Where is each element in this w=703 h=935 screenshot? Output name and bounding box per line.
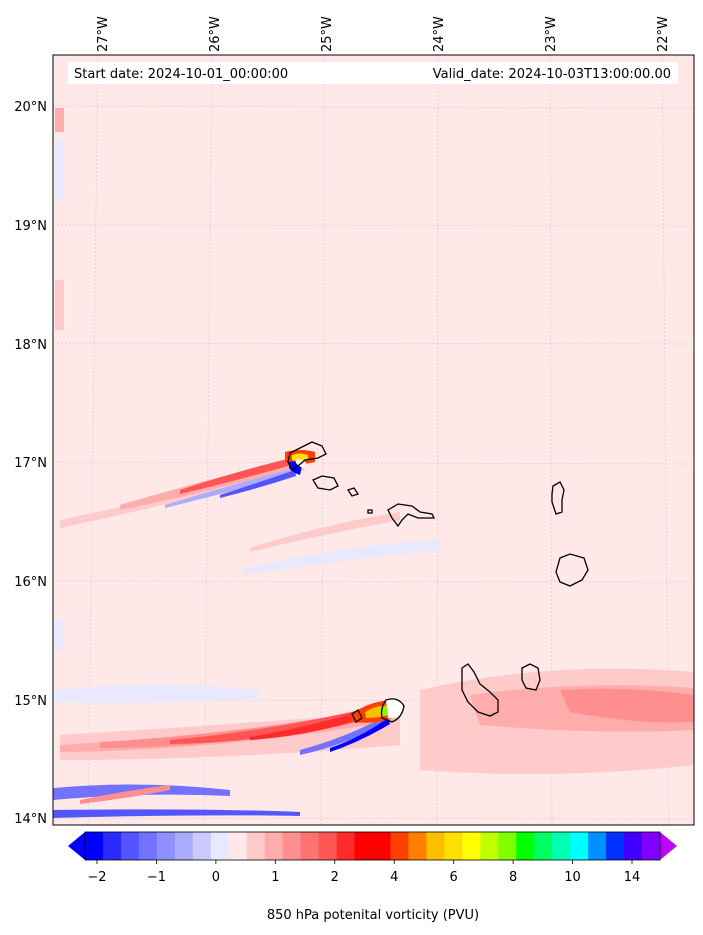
- lat-label: 17°N: [14, 456, 47, 471]
- coastlines: [287, 441, 589, 723]
- colorbar-swatch: [498, 832, 517, 860]
- colorbar-swatch: [354, 832, 373, 860]
- colorbar-swatch: [228, 832, 248, 860]
- pv-field: [53, 108, 694, 818]
- colorbar-swatch: [156, 832, 176, 860]
- colorbar-tick-label: 0: [212, 870, 220, 885]
- colorbar-swatch: [372, 832, 391, 860]
- colorbar-swatch: [85, 832, 104, 860]
- island-santo-antao: [287, 441, 327, 471]
- colorbar-swatch: [336, 832, 356, 860]
- lon-label: 22°W: [656, 16, 671, 52]
- colorbar-tick-label: 6: [450, 870, 458, 885]
- valid-date-label: Valid_date: 2024-10-03T13:00:00.00: [433, 67, 671, 82]
- colorbar-extend-low: [68, 832, 85, 860]
- lat-label: 19°N: [14, 219, 47, 234]
- colorbar-tick-label: 14: [624, 870, 641, 885]
- lon-labels: 27°W 26°W 25°W 24°W 23°W 22°W: [96, 16, 671, 52]
- colorbar-swatch: [534, 832, 553, 860]
- colorbar-tick-label: 2: [331, 870, 339, 885]
- colorbar-tick-label: 1: [271, 870, 279, 885]
- colorbar-swatch: [282, 832, 302, 860]
- colorbar-swatch: [588, 832, 607, 860]
- colorbar-swatch: [606, 832, 625, 860]
- map-panel: Start date: 2024-10-01_00:00:00 Valid_da…: [52, 54, 695, 826]
- colorbar-tick-label: −2: [87, 870, 106, 885]
- colorbar-swatch: [246, 832, 266, 860]
- colorbar-swatch: [426, 832, 445, 860]
- colorbar-swatch: [516, 832, 535, 860]
- colorbar-tick-label: 4: [390, 870, 398, 885]
- colorbar: −2 −1 0 1 2 4 6 8 10 14 850 hPa potenital vortici…: [68, 831, 677, 923]
- lon-label: 25°W: [320, 16, 335, 52]
- lat-label: 14°N: [14, 812, 47, 827]
- colorbar-swatch: [174, 832, 194, 860]
- colorbar-swatch: [120, 832, 140, 860]
- island-islet: [367, 509, 373, 514]
- island-santiago: [461, 663, 499, 717]
- island-fogo: [380, 698, 405, 723]
- island-santa-luzia: [346, 487, 360, 497]
- colorbar-swatch: [480, 832, 499, 860]
- lon-label: 24°W: [432, 16, 447, 52]
- colorbar-swatch: [570, 832, 589, 860]
- colorbar-swatch: [210, 832, 230, 860]
- colorbar-swatches: [85, 832, 661, 860]
- lat-label: 15°N: [14, 694, 47, 709]
- colorbar-swatch: [624, 832, 643, 860]
- colorbar-tick-label: −1: [147, 870, 166, 885]
- colorbar-swatch: [192, 832, 212, 860]
- island-sao-nicolau: [387, 503, 436, 528]
- header-box: [68, 62, 678, 84]
- colorbar-swatch: [552, 832, 571, 860]
- colorbar-swatch: [264, 832, 284, 860]
- colorbar-title: 850 hPa potenital vorticity (PVU): [267, 908, 479, 923]
- colorbar-swatch: [642, 832, 661, 860]
- lat-label: 16°N: [14, 575, 47, 590]
- colorbar-swatch: [102, 832, 122, 860]
- colorbar-swatch: [462, 832, 481, 860]
- lat-label: 18°N: [14, 338, 47, 353]
- map-frame: [52, 54, 695, 826]
- island-boa-vista: [555, 553, 589, 587]
- colorbar-swatch: [138, 832, 158, 860]
- colorbar-swatch: [390, 832, 409, 860]
- colorbar-tick-label: 8: [509, 870, 517, 885]
- colorbar-swatch: [300, 832, 320, 860]
- colorbar-swatch: [444, 832, 463, 860]
- island-maio: [521, 663, 541, 691]
- colorbar-tick-label: 10: [564, 870, 581, 885]
- lon-label: 27°W: [96, 16, 111, 52]
- colorbar-ticks: −2 −1 0 1 2 4 6 8 10 14: [87, 860, 640, 885]
- lat-labels: 20°N 19°N 18°N 17°N 16°N 15°N 14°N: [14, 100, 47, 827]
- start-date-label: Start date: 2024-10-01_00:00:00: [74, 67, 288, 82]
- island-sao-vicente: [312, 475, 339, 491]
- lat-label: 20°N: [14, 100, 47, 115]
- colorbar-swatch: [318, 832, 338, 860]
- lon-label: 23°W: [544, 16, 559, 52]
- graticule: [52, 54, 695, 826]
- island-sal: [551, 481, 565, 515]
- colorbar-frame: [84, 831, 661, 861]
- island-brava: [351, 709, 363, 723]
- colorbar-extend-high: [660, 832, 677, 860]
- lon-label: 26°W: [208, 16, 223, 52]
- colorbar-swatch: [408, 832, 427, 860]
